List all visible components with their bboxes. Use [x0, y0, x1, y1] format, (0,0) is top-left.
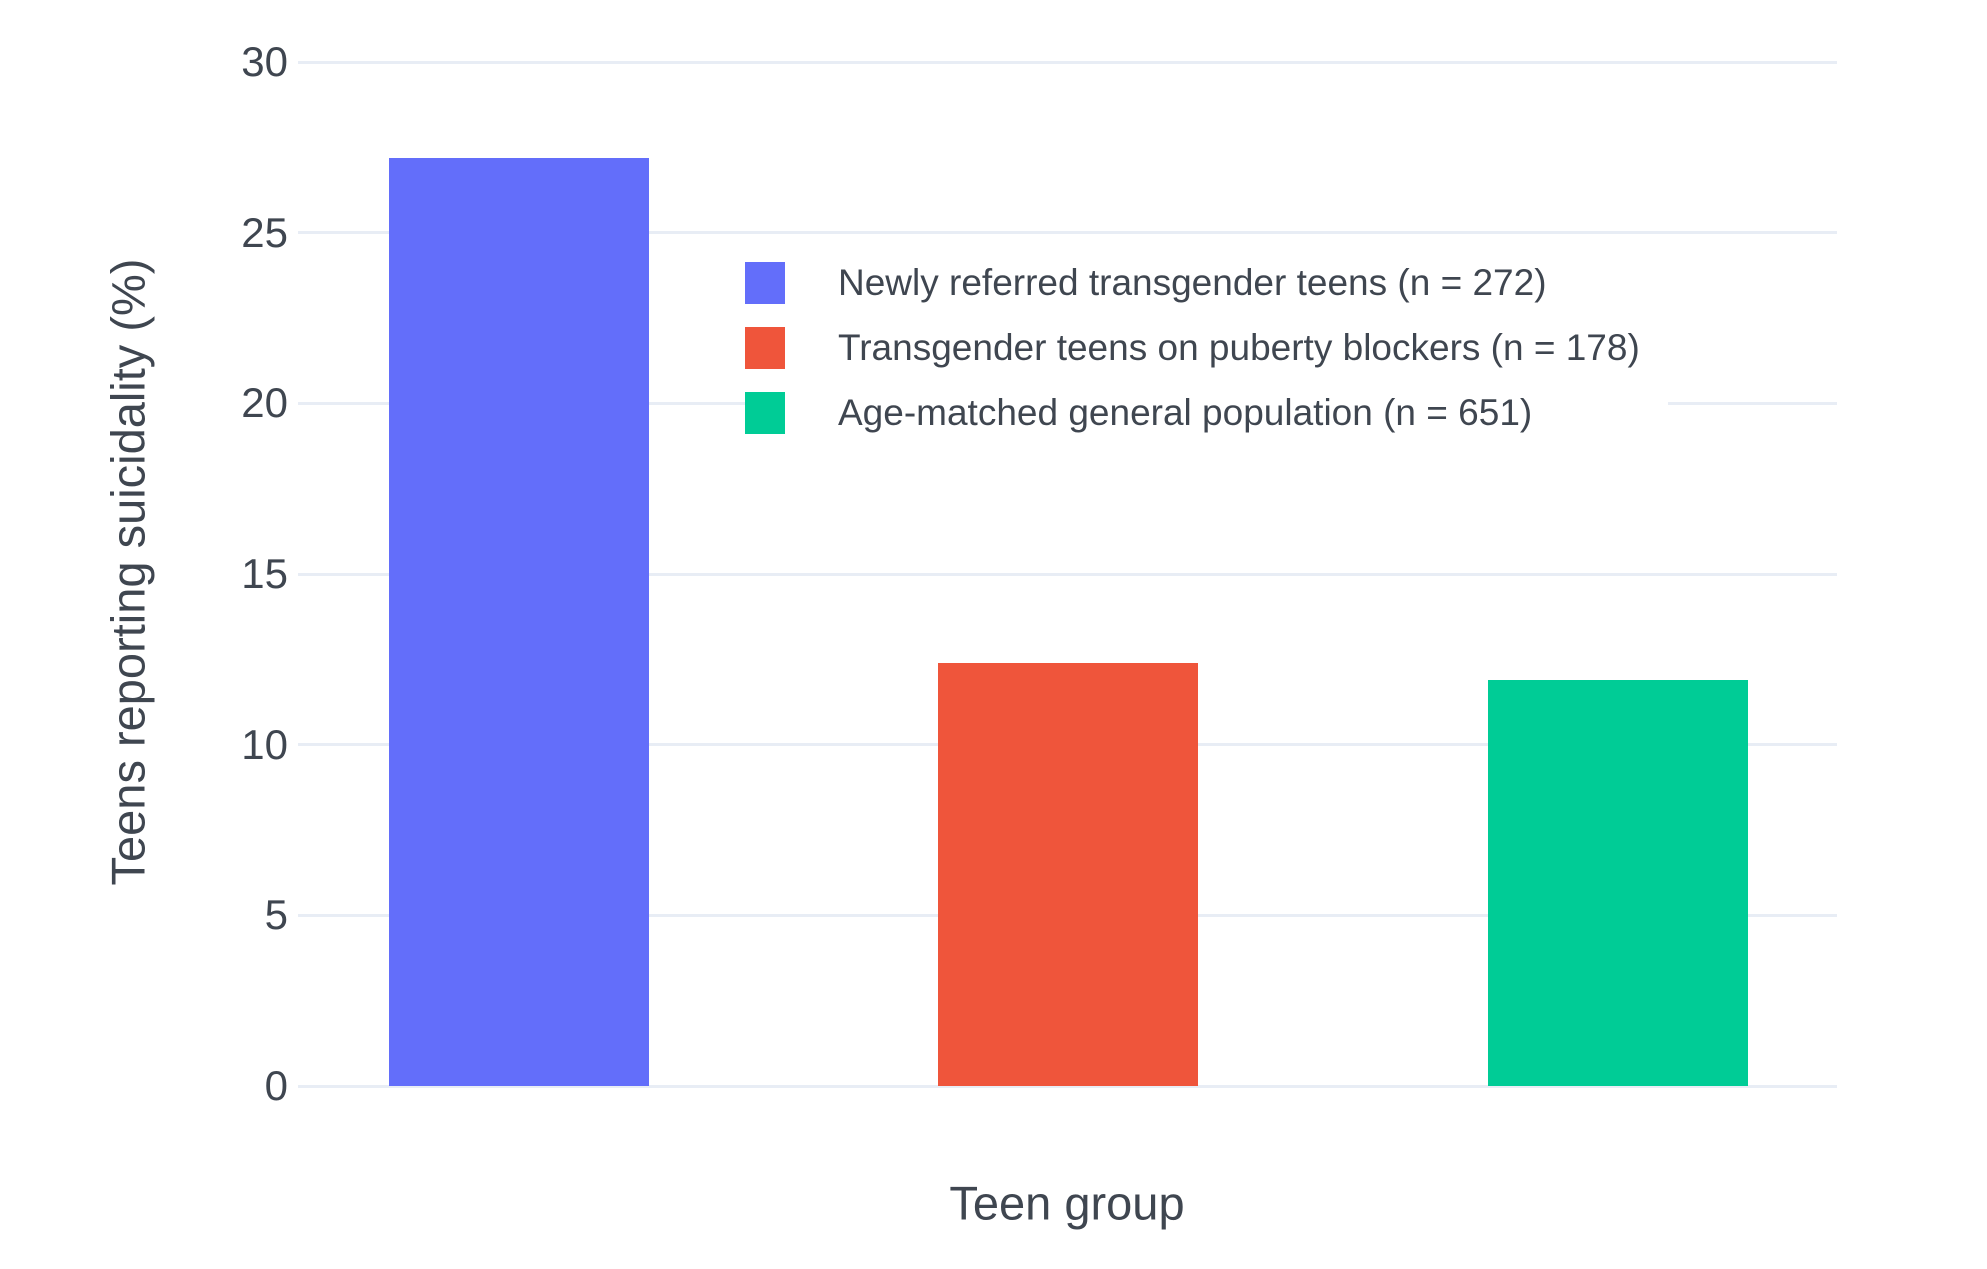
- legend-color-swatch: [745, 326, 785, 369]
- y-tick-label-30: 30: [241, 38, 288, 85]
- gridline-y-25: [298, 231, 1837, 235]
- bar-series-1[interactable]: [938, 662, 1198, 1086]
- legend-color-swatch: [745, 261, 785, 304]
- legend-item-1[interactable]: Transgender teens on puberty blockers (n…: [745, 315, 1640, 380]
- legend-label: Age-matched general population (n = 651): [838, 391, 1533, 433]
- y-tick-label-5: 5: [264, 891, 288, 939]
- legend-label: Newly referred transgender teens (n = 27…: [838, 261, 1547, 303]
- legend-label: Transgender teens on puberty blockers (n…: [838, 326, 1640, 368]
- x-axis-title: Teen group: [949, 1176, 1185, 1230]
- y-tick-label-20: 20: [241, 379, 288, 427]
- bar-series-0[interactable]: [389, 157, 649, 1086]
- y-tick-label-25: 25: [241, 208, 288, 256]
- gridline-y-0: [298, 1084, 1837, 1088]
- y-axis-title: Teens reporting suicidality (%): [101, 258, 155, 886]
- y-tick-label-15: 15: [241, 550, 288, 597]
- bar-series-2[interactable]: [1488, 679, 1748, 1086]
- y-tick-label-0: 0: [264, 1062, 288, 1109]
- legend: Newly referred transgender teens (n = 27…: [745, 250, 1668, 449]
- gridline-y-15: [298, 572, 1837, 576]
- legend-color-swatch: [745, 391, 785, 434]
- legend-item-0[interactable]: Newly referred transgender teens (n = 27…: [745, 250, 1640, 315]
- legend-item-2[interactable]: Age-matched general population (n = 651): [745, 380, 1640, 445]
- y-tick-label-10: 10: [241, 720, 288, 768]
- gridline-y-30: [298, 60, 1837, 64]
